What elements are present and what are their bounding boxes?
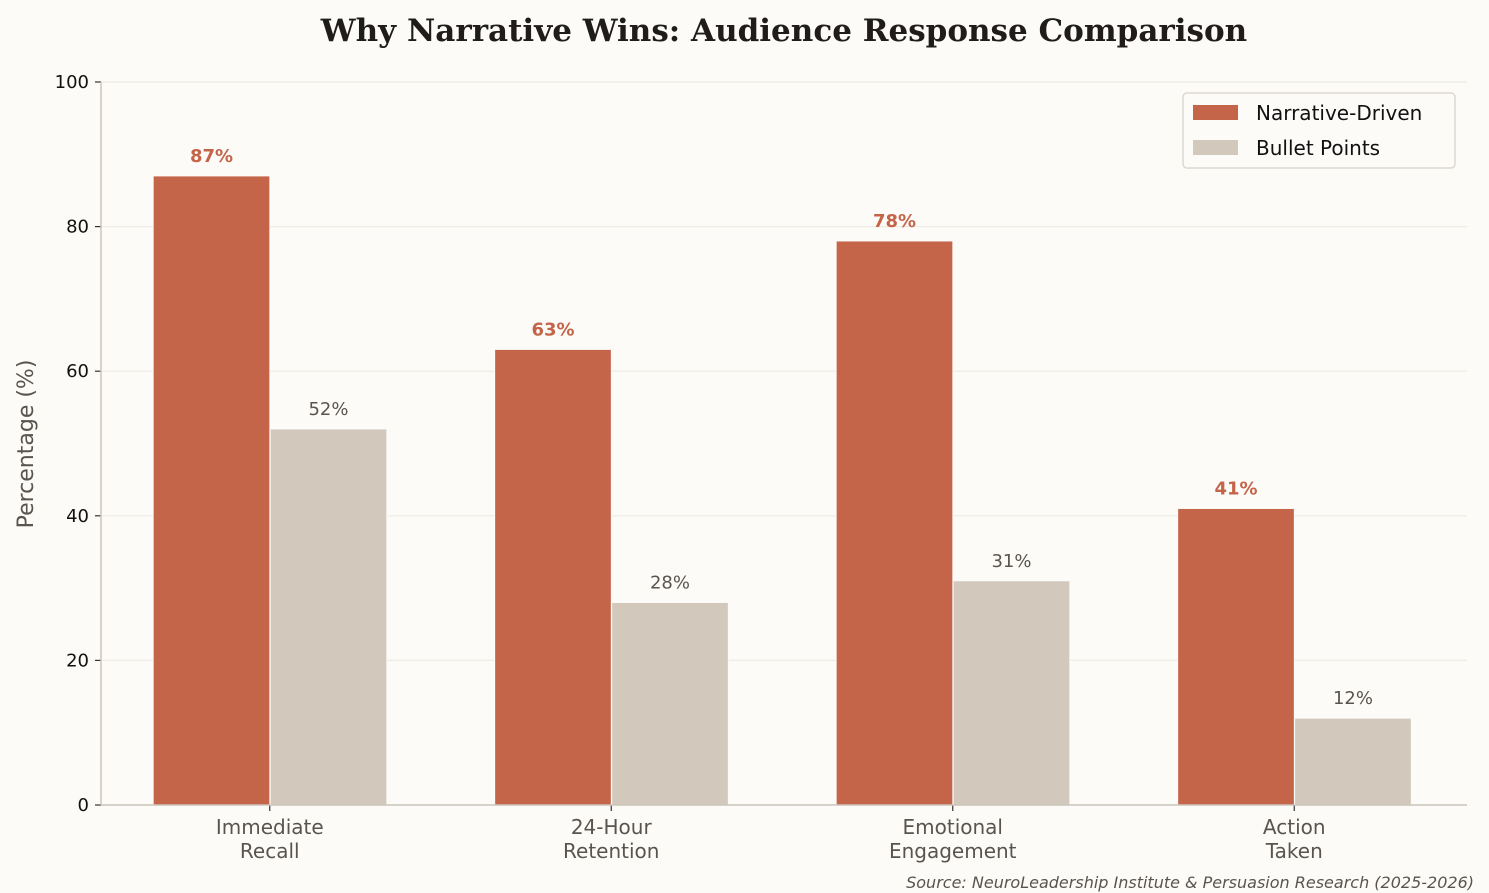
y-tick-label: 100: [55, 72, 89, 93]
x-tick-label: 24-Hour: [571, 815, 653, 839]
data-label: 63%: [531, 320, 574, 341]
bar-narrative: [494, 349, 612, 806]
x-tick-label: Action: [1263, 815, 1326, 839]
y-tick-label: 60: [66, 361, 89, 382]
x-tick-label: Emotional: [903, 815, 1003, 839]
y-tick-label: 0: [78, 795, 89, 816]
legend: Narrative-Driven Bullet Points: [1182, 92, 1456, 169]
x-tick-label: Retention: [563, 839, 659, 863]
legend-label-bullet: Bullet Points: [1256, 136, 1380, 160]
chart-title: Why Narrative Wins: Audience Response Co…: [320, 13, 1247, 49]
data-label: 28%: [650, 573, 690, 594]
x-tick-label: Engagement: [889, 839, 1017, 863]
legend-label-narrative: Narrative-Driven: [1256, 101, 1422, 125]
x-tick-label: Immediate: [216, 815, 324, 839]
bar-narrative: [152, 175, 271, 806]
bar-narrative: [835, 240, 954, 806]
data-label: 41%: [1214, 479, 1257, 500]
bar-bullet: [269, 428, 388, 806]
bar-bullet: [1294, 717, 1412, 806]
y-tick-label: 80: [66, 217, 89, 238]
data-label: 12%: [1333, 688, 1373, 709]
data-label: 52%: [308, 399, 348, 420]
x-tick-label: Recall: [240, 839, 300, 863]
data-label: 78%: [873, 211, 916, 232]
legend-swatch-narrative: [1193, 105, 1238, 120]
bar-narrative: [1177, 508, 1295, 806]
y-axis-label: Percentage (%): [14, 360, 39, 529]
bar-bullet: [611, 602, 729, 806]
y-tick-label: 40: [66, 506, 89, 527]
source-note: Source: NeuroLeadership Institute & Pers…: [906, 873, 1474, 892]
data-label: 31%: [991, 551, 1031, 572]
legend-swatch-bullet: [1193, 140, 1238, 155]
legend-box: [1182, 92, 1456, 169]
bar-bullet: [952, 580, 1071, 806]
x-tick-label: Taken: [1265, 839, 1323, 863]
data-label: 87%: [190, 146, 233, 167]
y-tick-label: 20: [66, 650, 89, 671]
bars: 87% 52% 63% 28% 78% 31% 41% 12%: [152, 146, 1412, 806]
